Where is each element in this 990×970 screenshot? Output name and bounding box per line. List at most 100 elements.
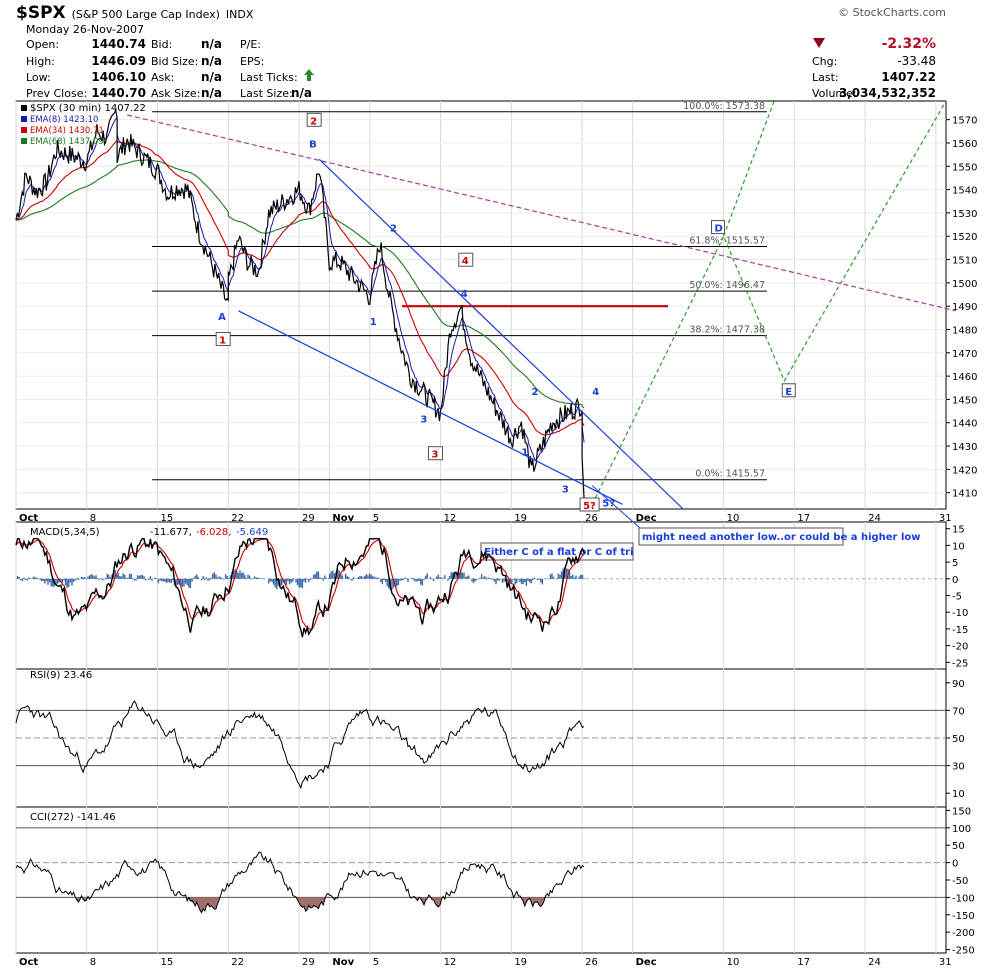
x-tick-label-top: 31 [939,513,952,524]
open-value: 1440.74 [91,37,146,51]
macd-y-tick-label: 5 [952,558,958,569]
fib-label: 0.0%: 1415.57 [695,469,765,480]
wave-label-blue-boxed: E [785,387,792,398]
y-tick-label: 1570 [952,116,977,127]
x-tick-label-bottom: 8 [90,957,96,968]
y-tick-label: 1460 [952,372,977,383]
wave-label-blue: 3 [562,485,569,496]
x-tick-label-top: 24 [868,513,881,524]
x-tick-label-bottom: 26 [585,957,598,968]
wave-box-red [458,252,474,267]
wave-box-blue [711,220,725,235]
wave-box-red [306,112,322,127]
x-tick-label-bottom: 12 [444,957,457,968]
y-tick-label: 1510 [952,256,977,267]
x-tick-label-top: 15 [161,513,174,524]
wave-label-blue: 4 [461,289,468,300]
y-tick-label: 1420 [952,465,977,476]
channel-upper-line [318,158,684,510]
y-tick-label: 1530 [952,209,977,220]
last-size-label: Last Size: [240,87,293,100]
cci-y-tick-label: -100 [952,893,975,904]
cci-label: CCI(272) -141.46 [30,812,116,823]
y-tick-label: 1500 [952,279,977,290]
open-label: Open: [26,38,60,51]
panel-frame-cci [15,806,947,954]
ask-label: Ask: [151,71,175,84]
last-label: Last: [812,71,839,84]
x-tick-label-bottom: 5 [373,957,379,968]
prev-close-value: 1440.70 [91,86,146,100]
x-tick-label-bottom: 10 [727,957,740,968]
x-tick-label-top: Oct [19,513,38,524]
annotation-pointer [591,485,641,529]
low-label: Low: [26,71,51,84]
wave-label-red-boxed: 2 [310,116,317,127]
high-value: 1446.09 [91,54,146,68]
annotation-flat: Either C of a flat or C of tri [484,547,633,558]
x-tick-label-bottom: 15 [161,957,174,968]
symbol-title: $SPX (S&P 500 Large Cap Index) INDX [16,3,253,23]
wave-label-blue: 5? [602,499,615,510]
ema34-line [15,139,585,436]
x-tick-label-top: 12 [444,513,457,524]
x-tick-label-bottom: 17 [797,957,810,968]
y-tick-label: 1410 [952,489,977,500]
rsi-y-tick-label: 90 [952,679,965,690]
volume-value: 3,034,532,352 [838,86,936,100]
x-tick-label-top: 22 [231,513,244,524]
wave-label-blue: 1 [370,317,377,328]
upper-trendline [127,114,957,312]
fib-label: 38.2%: 1477.38 [689,325,765,336]
y-tick-label: 1490 [952,302,977,313]
symbol: $SPX [16,3,66,23]
cci-y-tick-label: 150 [952,806,971,817]
rsi-y-tick-label: 70 [952,706,965,717]
cci-y-tick-label: -50 [952,876,968,887]
eps-label: EPS: [240,55,265,68]
legend-swatch [21,116,27,122]
cci-line [15,851,585,914]
macd-y-tick-label: 10 [952,541,965,552]
y-tick-label: 1480 [952,325,977,336]
y-tick-label: 1430 [952,442,977,453]
macd-label: MACD(5,34,5) [30,527,100,538]
x-tick-label-top: Nov [332,513,354,524]
cci-y-tick-label: -150 [952,911,975,922]
wave-label-blue: B [309,140,317,151]
macd-signal-line [15,538,585,630]
cci-oversold-fill [16,897,584,913]
volume-label: Volume: [812,87,857,100]
ask-size-value: n/a [200,86,222,100]
copyright[interactable]: © StockCharts.com [838,6,946,19]
pct-change: -2.32% [881,36,936,52]
wave-box-red [215,331,231,346]
wave-label-blue: 1 [521,447,528,458]
macd-value-2: -6.028, [196,527,231,538]
wave-label-blue: 4 [592,387,599,398]
bid-size-value: n/a [200,54,222,68]
ema8-line [15,118,585,461]
last-size-value: n/a [290,86,312,100]
annotation-flat-box [480,542,634,561]
y-tick-label: 1540 [952,186,977,197]
macd-y-tick-label: -15 [952,625,968,636]
fib-label: 100.0%: 1573.38 [683,101,765,112]
fib-label: 50.0%: 1496.47 [689,280,765,291]
ask-value: n/a [200,70,222,84]
wave-label-blue: 2 [532,387,539,398]
wave-label-blue-boxed: D [715,224,723,235]
x-tick-label-bottom: 24 [868,957,881,968]
x-tick-label-bottom: 19 [514,957,527,968]
y-tick-label: 1470 [952,349,977,360]
macd-y-tick-label: -25 [952,658,968,669]
down-arrow-icon [813,38,825,48]
annotation-low-box [638,527,844,546]
cci-y-tick-label: 50 [952,841,965,852]
rsi-y-tick-label: 50 [952,734,965,745]
rsi-y-tick-label: 10 [952,789,965,800]
fib-label: 61.8%: 1515.57 [689,236,765,247]
wave-label-red-boxed: 4 [462,256,469,267]
chg-value: -33.48 [897,54,936,68]
annotation-low: might need another low..or could be a hi… [642,532,921,543]
